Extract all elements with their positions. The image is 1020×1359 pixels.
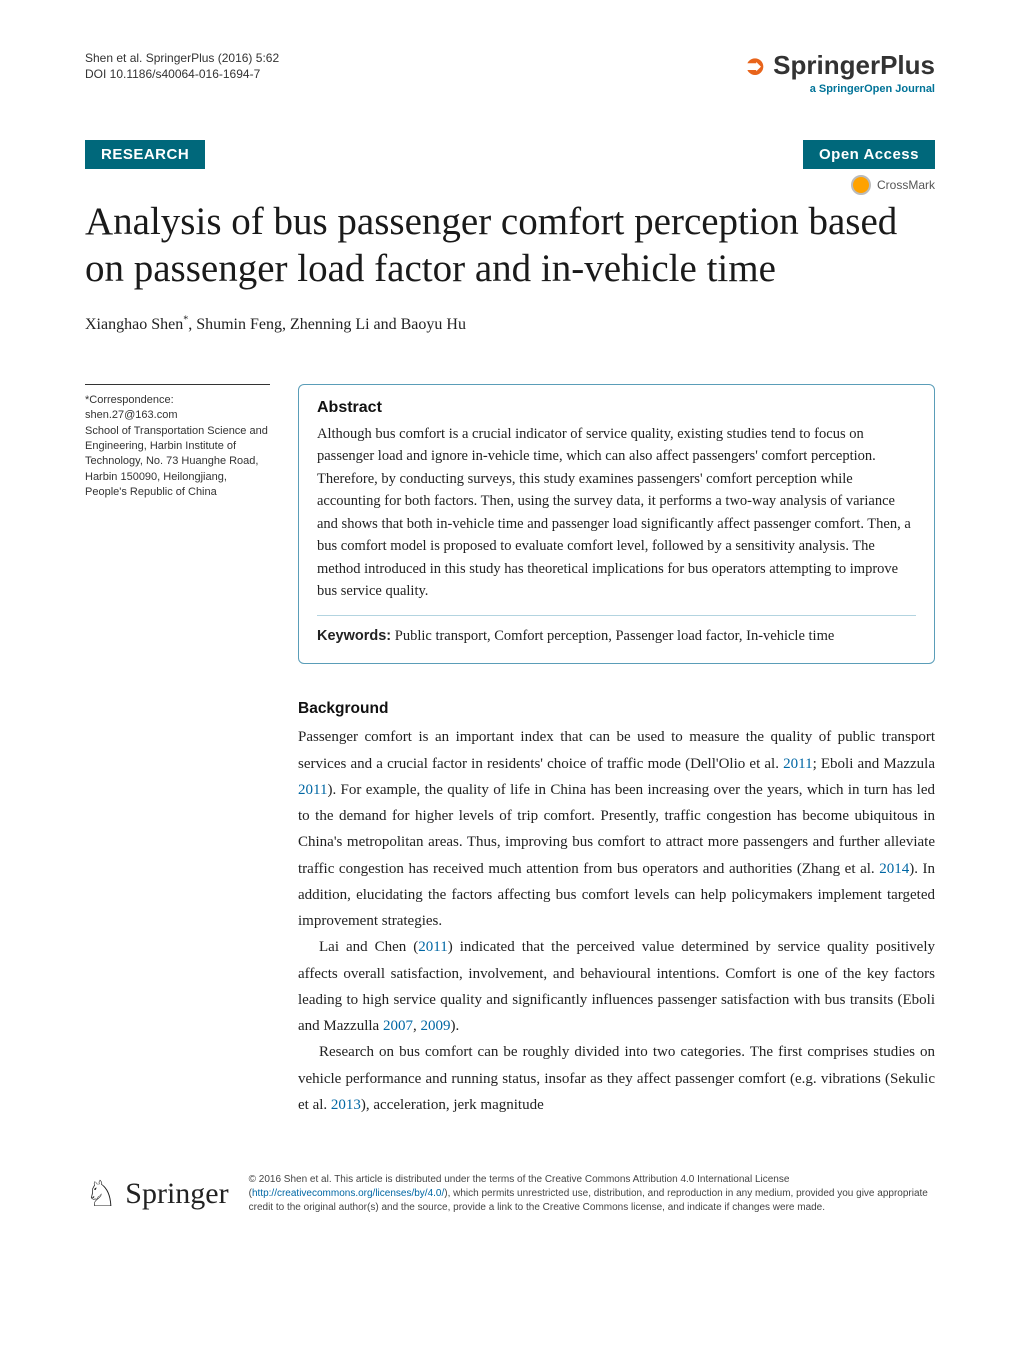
open-access-badge: Open Access <box>803 140 935 169</box>
journal-logo: ➲ SpringerPlus a SpringerOpen Journal <box>744 50 935 95</box>
article-title: Analysis of bus passenger comfort percep… <box>85 199 935 293</box>
ref-link[interactable]: 2011 <box>783 756 812 772</box>
ref-link[interactable]: 2011 <box>418 939 447 955</box>
correspondence-email: shen.27@163.com <box>85 408 270 423</box>
crossmark-icon[interactable] <box>851 175 871 195</box>
badge-row: RESEARCH Open Access <box>85 140 935 169</box>
author-list: Xianghao Shen*, Shumin Feng, Zhenning Li… <box>85 315 935 334</box>
abstract-box: Abstract Although bus comfort is a cruci… <box>298 384 935 665</box>
keywords-text: Public transport, Comfort perception, Pa… <box>395 628 835 644</box>
citation-line: Shen et al. SpringerPlus (2016) 5:62 <box>85 50 279 66</box>
page-footer: ♘ Springer © 2016 Shen et al. This artic… <box>85 1173 935 1215</box>
correspondence-affiliation: School of Transportation Science and Eng… <box>85 424 270 501</box>
paragraph-3: Research on bus comfort can be roughly d… <box>298 1039 935 1118</box>
text-span: ; Eboli and Mazzula <box>813 756 935 772</box>
text-span: Lai and Chen ( <box>319 939 418 955</box>
license-link[interactable]: http://creativecommons.org/licenses/by/4… <box>252 1188 444 1199</box>
springer-horse-icon: ♘ <box>85 1176 117 1212</box>
abstract-text: Although bus comfort is a crucial indica… <box>317 423 916 603</box>
copyright-text: © 2016 Shen et al. This article is distr… <box>249 1173 935 1215</box>
ref-link[interactable]: 2007 <box>383 1018 413 1034</box>
keywords-line: Keywords: Public transport, Comfort perc… <box>317 615 916 648</box>
page-header: Shen et al. SpringerPlus (2016) 5:62 DOI… <box>85 50 935 95</box>
journal-name: ➲ SpringerPlus <box>744 50 935 81</box>
ref-link[interactable]: 2009 <box>420 1018 450 1034</box>
journal-tagline: a SpringerOpen Journal <box>744 83 935 95</box>
ref-link[interactable]: 2013 <box>331 1097 361 1113</box>
keywords-label: Keywords: <box>317 628 391 644</box>
body-text: Passenger comfort is an important index … <box>298 724 935 1118</box>
text-span: ), acceleration, jerk magnitude <box>361 1097 544 1113</box>
main-column: Abstract Although bus comfort is a cruci… <box>298 384 935 1118</box>
authors-text: Xianghao Shen*, Shumin Feng, Zhenning Li… <box>85 316 466 333</box>
journal-name-text: SpringerPlus <box>773 50 935 80</box>
paragraph-2: Lai and Chen (2011) indicated that the p… <box>298 934 935 1039</box>
crossmark-row[interactable]: CrossMark <box>85 175 935 195</box>
paragraph-1: Passenger comfort is an important index … <box>298 724 935 934</box>
publisher-name: Springer <box>125 1177 228 1211</box>
coil-icon: ➲ <box>744 50 766 80</box>
crossmark-label: CrossMark <box>877 178 935 192</box>
springer-logo: ♘ Springer <box>85 1176 229 1212</box>
section-heading: Background <box>298 700 935 718</box>
content-grid: *Correspondence: shen.27@163.com School … <box>85 384 935 1118</box>
ref-link[interactable]: 2014 <box>879 861 909 877</box>
correspondence-block: *Correspondence: shen.27@163.com School … <box>85 384 270 1118</box>
text-span: ). For example, the quality of life in C… <box>298 782 935 877</box>
citation-block: Shen et al. SpringerPlus (2016) 5:62 DOI… <box>85 50 279 82</box>
correspondence-label: *Correspondence: <box>85 393 270 408</box>
research-badge: RESEARCH <box>85 140 205 169</box>
abstract-heading: Abstract <box>317 399 916 417</box>
ref-link[interactable]: 2011 <box>298 782 327 798</box>
text-span: ). <box>450 1018 459 1034</box>
doi-line: DOI 10.1186/s40064-016-1694-7 <box>85 66 279 82</box>
